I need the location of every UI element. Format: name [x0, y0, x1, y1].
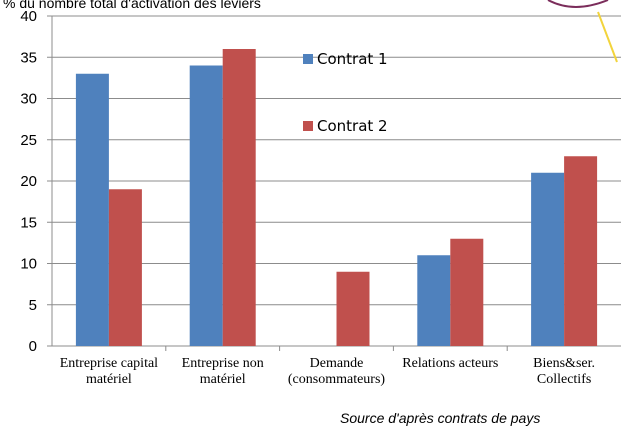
- y-tick-label: 0: [29, 338, 37, 355]
- bar-contrat-2: [450, 238, 484, 346]
- legend-swatch: [303, 121, 313, 131]
- x-tick-label-line: matériel: [85, 372, 132, 387]
- legend-label: Contrat 2: [317, 117, 388, 135]
- bar-contrat-1: [531, 172, 565, 346]
- y-tick-label: 20: [20, 173, 37, 190]
- x-tick-label: Biens&ser. Collectifs: [508, 356, 620, 388]
- legend-item: Contrat 2: [303, 117, 388, 135]
- x-tick-label: Entreprise capital matériel: [53, 356, 165, 388]
- x-tick-label-line: Demande: [309, 356, 364, 371]
- source-note: Source d'après contrats de pays: [340, 410, 541, 426]
- y-tick-label: 40: [20, 8, 37, 25]
- bar-contrat-1: [75, 73, 109, 346]
- x-tick-label-line: Entreprise capital: [59, 356, 159, 371]
- y-tick-label: 25: [20, 132, 37, 149]
- y-tick-label: 15: [20, 214, 37, 231]
- x-tick-label-line: matériel: [199, 372, 246, 387]
- x-tick-label: Demande (consommateurs): [281, 356, 393, 388]
- x-tick-label-line: Biens&ser.: [533, 356, 596, 371]
- bar-contrat-1: [417, 255, 451, 346]
- bar-contrat-1: [189, 65, 223, 346]
- legend-item: Contrat 1: [303, 50, 388, 68]
- x-tick-label-line: Entreprise non: [181, 356, 264, 371]
- x-tick-label-line: Relations acteurs: [402, 356, 499, 371]
- y-tick-label: 35: [20, 49, 37, 66]
- legend-swatch: [303, 54, 313, 64]
- y-tick-label: 5: [29, 297, 37, 314]
- legend-label: Contrat 1: [317, 50, 388, 68]
- x-tick-label-line: Collectifs: [536, 372, 592, 387]
- x-tick-label-line: (consommateurs): [287, 372, 386, 387]
- decorative-arc: [547, 0, 609, 8]
- y-tick-label: 30: [20, 91, 37, 108]
- x-tick-label: Relations acteurs: [394, 356, 506, 372]
- y-axis-label: % du nombre total d'activation des levie…: [3, 0, 261, 11]
- bar-contrat-2: [564, 156, 598, 346]
- bar-contrat-2: [222, 49, 256, 346]
- bar-contrat-2: [336, 271, 370, 346]
- bar-contrat-2: [108, 189, 142, 346]
- x-tick-label: Entreprise non matériel: [167, 356, 279, 388]
- y-tick-label: 10: [20, 256, 37, 273]
- decorative-line: [597, 11, 618, 63]
